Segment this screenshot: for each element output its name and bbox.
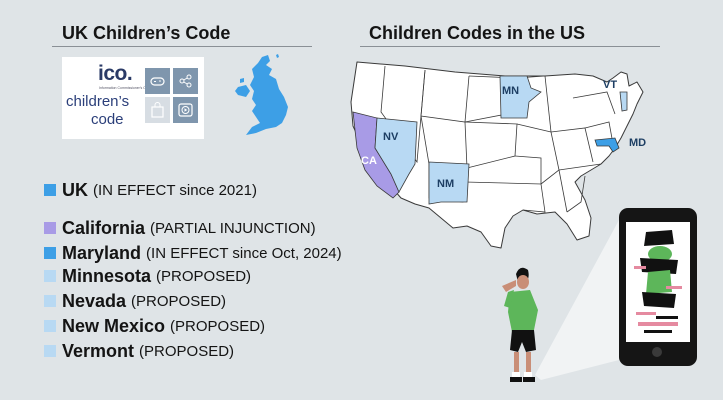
label-nv: NV — [383, 131, 399, 143]
legend-item-name: Minnesota — [62, 265, 152, 286]
share-icon — [173, 68, 198, 94]
northern-ireland-shape — [235, 85, 250, 97]
new-mexico-shape — [428, 161, 470, 205]
legend-item-new-mexico: New Mexico (PROPOSED) — [44, 315, 265, 337]
raised-arm — [502, 280, 516, 292]
legend-item-status: (PROPOSED) — [156, 267, 252, 285]
play-icon — [173, 97, 198, 123]
uk-map — [235, 54, 288, 135]
vermont-shape — [619, 91, 628, 112]
legend-swatch — [44, 247, 56, 259]
legend-item-vermont: Vermont (PROPOSED) — [44, 340, 234, 362]
legend-item-nevada: Nevada (PROPOSED) — [44, 290, 226, 312]
legend-item-name: Maryland — [62, 242, 142, 263]
shopping-bag-icon — [145, 97, 170, 123]
legend-swatch — [44, 270, 56, 282]
legend-item-name: New Mexico — [62, 315, 166, 336]
home-button — [652, 347, 662, 357]
label-mn: MN — [502, 85, 519, 97]
legend-item-name: Vermont — [62, 340, 135, 361]
legend-item-status: (IN EFFECT since 2021) — [93, 181, 257, 199]
label-nm: NM — [437, 178, 454, 190]
uk-title-divider — [52, 46, 312, 47]
minnesota-shape — [499, 75, 542, 119]
green-shirt — [508, 290, 538, 332]
legend-item-minnesota: Minnesota (PROPOSED) — [44, 265, 251, 287]
isles-shape — [240, 54, 279, 83]
nevada-shape — [374, 117, 418, 193]
legend-item-name: Nevada — [62, 290, 127, 311]
great-britain-shape — [246, 55, 288, 135]
glitch-figure — [634, 230, 682, 333]
legend-item-maryland: Maryland (IN EFFECT since Oct, 2024) — [44, 242, 342, 264]
legend-swatch — [44, 222, 56, 234]
head — [517, 275, 529, 289]
legend-item-status: (PARTIAL INJUNCTION) — [150, 219, 316, 237]
label-ca: CA — [361, 155, 377, 167]
logo-line-childrens: children’s — [66, 93, 130, 110]
ico-tagline: Information Commissioner's Office — [99, 86, 153, 90]
us-section-title: Children Codes in the US — [369, 23, 586, 43]
label-md: MD — [629, 137, 646, 149]
legend-swatch — [44, 345, 56, 357]
maryland-shape — [594, 137, 620, 153]
gamepad-icon — [145, 68, 170, 94]
person-illustration — [502, 267, 538, 382]
us-map: NV CA NM MN VT MD — [350, 61, 646, 249]
legend-item-status: (IN EFFECT since Oct, 2024) — [146, 244, 342, 262]
legend-swatch — [44, 320, 56, 332]
legend-swatch — [44, 295, 56, 307]
us-mainland-shape — [350, 61, 644, 249]
ico-brand: ico. — [98, 62, 133, 85]
uk-section-title: UK Children’s Code — [62, 23, 231, 43]
shorts — [510, 330, 536, 352]
legend-item-name: California — [62, 217, 146, 238]
logo-line-code: code — [91, 111, 124, 128]
legend-item-status: (PROPOSED) — [139, 342, 235, 360]
label-vt: VT — [603, 79, 617, 91]
legend-swatch — [44, 184, 56, 196]
legend-item-name: UK — [62, 179, 88, 200]
us-title-divider — [360, 46, 660, 47]
legend-item-status: (PROPOSED) — [131, 292, 227, 310]
legend-item-uk: UK (IN EFFECT since 2021) — [44, 179, 257, 201]
legend-item-california: California (PARTIAL INJUNCTION) — [44, 217, 316, 239]
screen-light-beam — [535, 220, 619, 380]
legend-item-status: (PROPOSED) — [170, 317, 266, 335]
